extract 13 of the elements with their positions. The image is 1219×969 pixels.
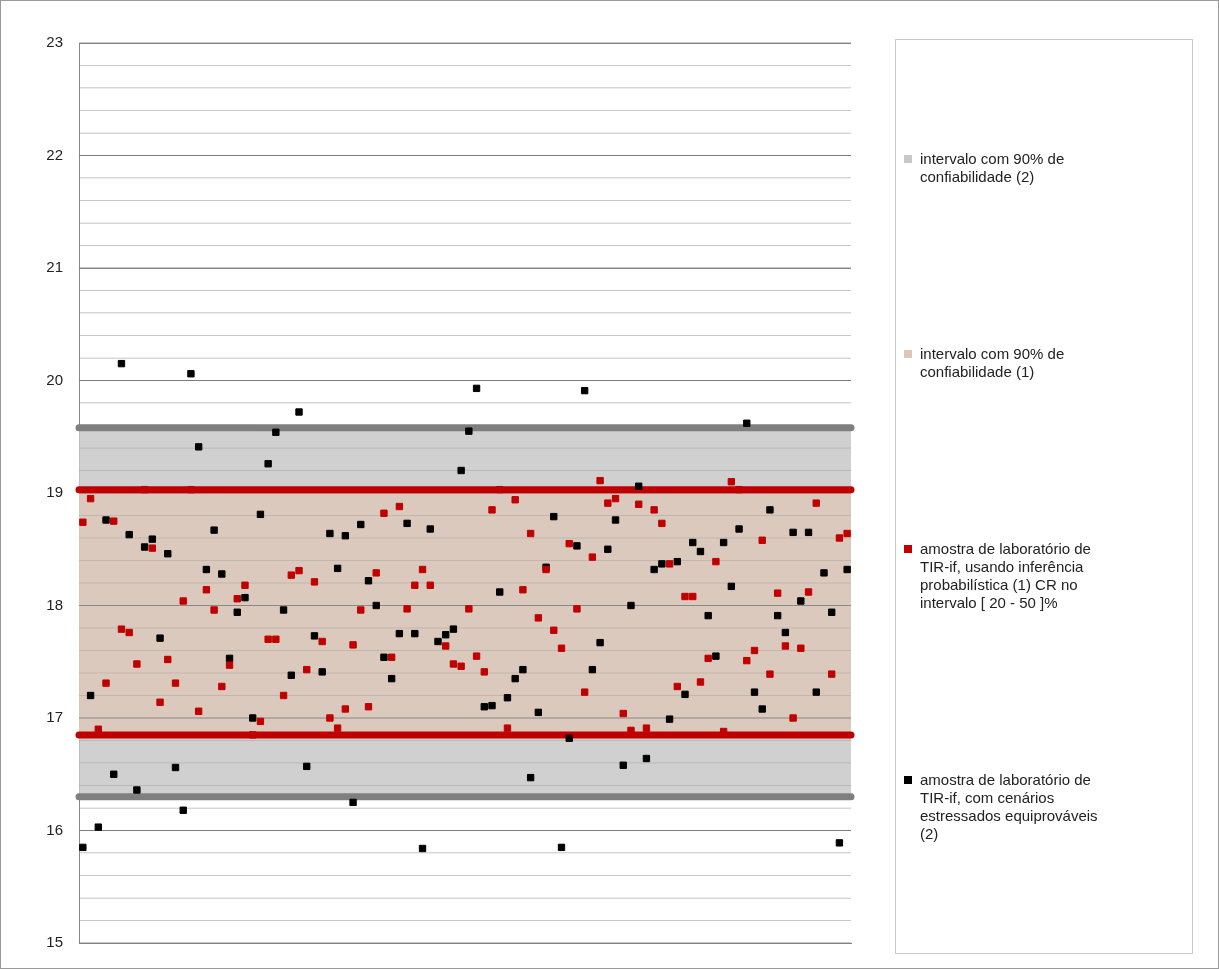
legend-label: intervalo com 90% de confiabilidade (2) — [920, 149, 1066, 186]
y-tick-label: 18 — [46, 595, 63, 613]
y-tick-label: 23 — [46, 33, 63, 51]
y-tick-label: 21 — [46, 258, 63, 276]
y-tick-label: 15 — [46, 933, 63, 951]
y-tick-label: 17 — [46, 708, 63, 726]
y-tick-label: 19 — [46, 483, 63, 501]
legend-label: intervalo com 90% de confiabilidade (1) — [920, 344, 1066, 381]
y-tick-label: 16 — [46, 820, 63, 838]
legend-label: amostra de laboratório de TIR-if, usando inferência probabilística (1) CR no intervalo [ 20 - 50 ]% — [920, 540, 1092, 613]
legend-label: amostra de laboratório de TIR-if, com cenários estressados equiprováveis (2) — [920, 771, 1099, 844]
y-tick-label: 22 — [46, 145, 63, 163]
y-tick-label: 20 — [46, 370, 63, 388]
